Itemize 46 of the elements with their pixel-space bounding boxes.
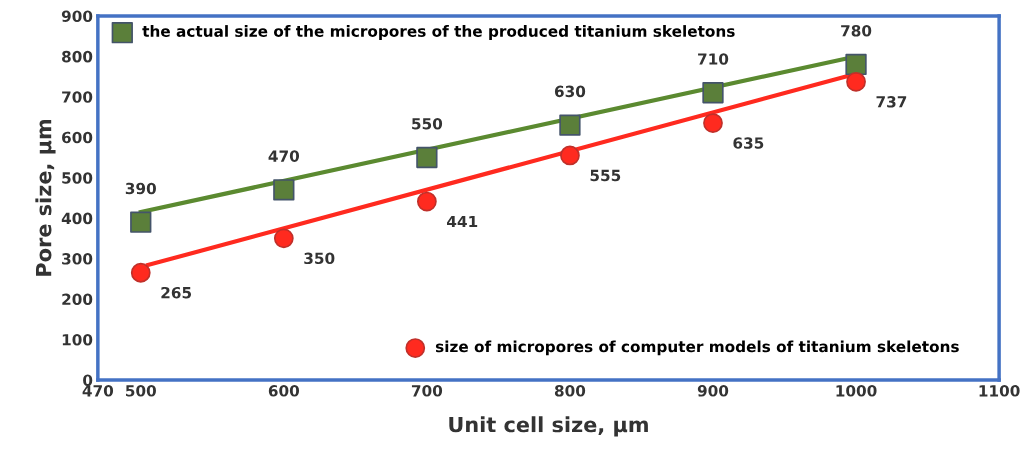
data-label: 635	[733, 137, 764, 149]
data-label: 630	[554, 85, 586, 98]
data-label: 550	[412, 117, 443, 130]
legend-label: the actual size of the micropores of the produced titanium skeletons	[142, 25, 735, 40]
x-tick-label: 700	[411, 385, 443, 397]
x-tick-label: 800	[554, 385, 586, 397]
point	[845, 53, 867, 76]
point	[273, 179, 295, 201]
data-label: 780	[841, 24, 872, 37]
y-tick-label: 500	[62, 172, 93, 184]
point	[130, 262, 151, 283]
point	[130, 211, 152, 233]
point	[560, 145, 580, 166]
y-tick-label: 600	[62, 131, 93, 144]
data-label: 470	[268, 150, 300, 162]
legend-label: size of micropores of computer models of titanium skeletons	[435, 340, 959, 356]
data-label: 390	[125, 182, 156, 195]
x-tick-label: 900	[697, 385, 729, 397]
x-tick-label: 1100	[979, 385, 1020, 397]
point	[416, 191, 437, 212]
x-tick-label: 470	[82, 385, 114, 397]
data-label: 350	[304, 252, 335, 265]
x-axis-title: Unit cell size, µm	[449, 416, 648, 437]
y-tick-label: 0	[83, 374, 93, 386]
point	[273, 228, 294, 249]
y-tick-label: 800	[62, 50, 93, 63]
y-tick-label: 400	[61, 212, 93, 225]
y-axis-title: Pore size, µm	[35, 119, 56, 276]
y-tick-label: 700	[62, 91, 93, 103]
data-label: 265	[161, 286, 192, 299]
point	[846, 71, 866, 92]
x-tick-label: 1000	[836, 385, 877, 397]
data-label: 441	[447, 215, 478, 228]
y-tick-label: 100	[62, 333, 93, 346]
y-tick-label: 300	[62, 253, 93, 265]
y-tick-label: 200	[62, 293, 93, 306]
y-tick-label: 900	[61, 10, 93, 22]
point	[416, 146, 438, 169]
x-tick-label: 500	[126, 385, 156, 397]
data-label: 710	[698, 53, 729, 65]
data-label: 737	[876, 96, 907, 108]
point	[703, 113, 723, 133]
x-tick-label: 600	[268, 385, 300, 397]
point	[702, 82, 724, 104]
data-label: 555	[590, 169, 621, 182]
point	[559, 114, 581, 136]
